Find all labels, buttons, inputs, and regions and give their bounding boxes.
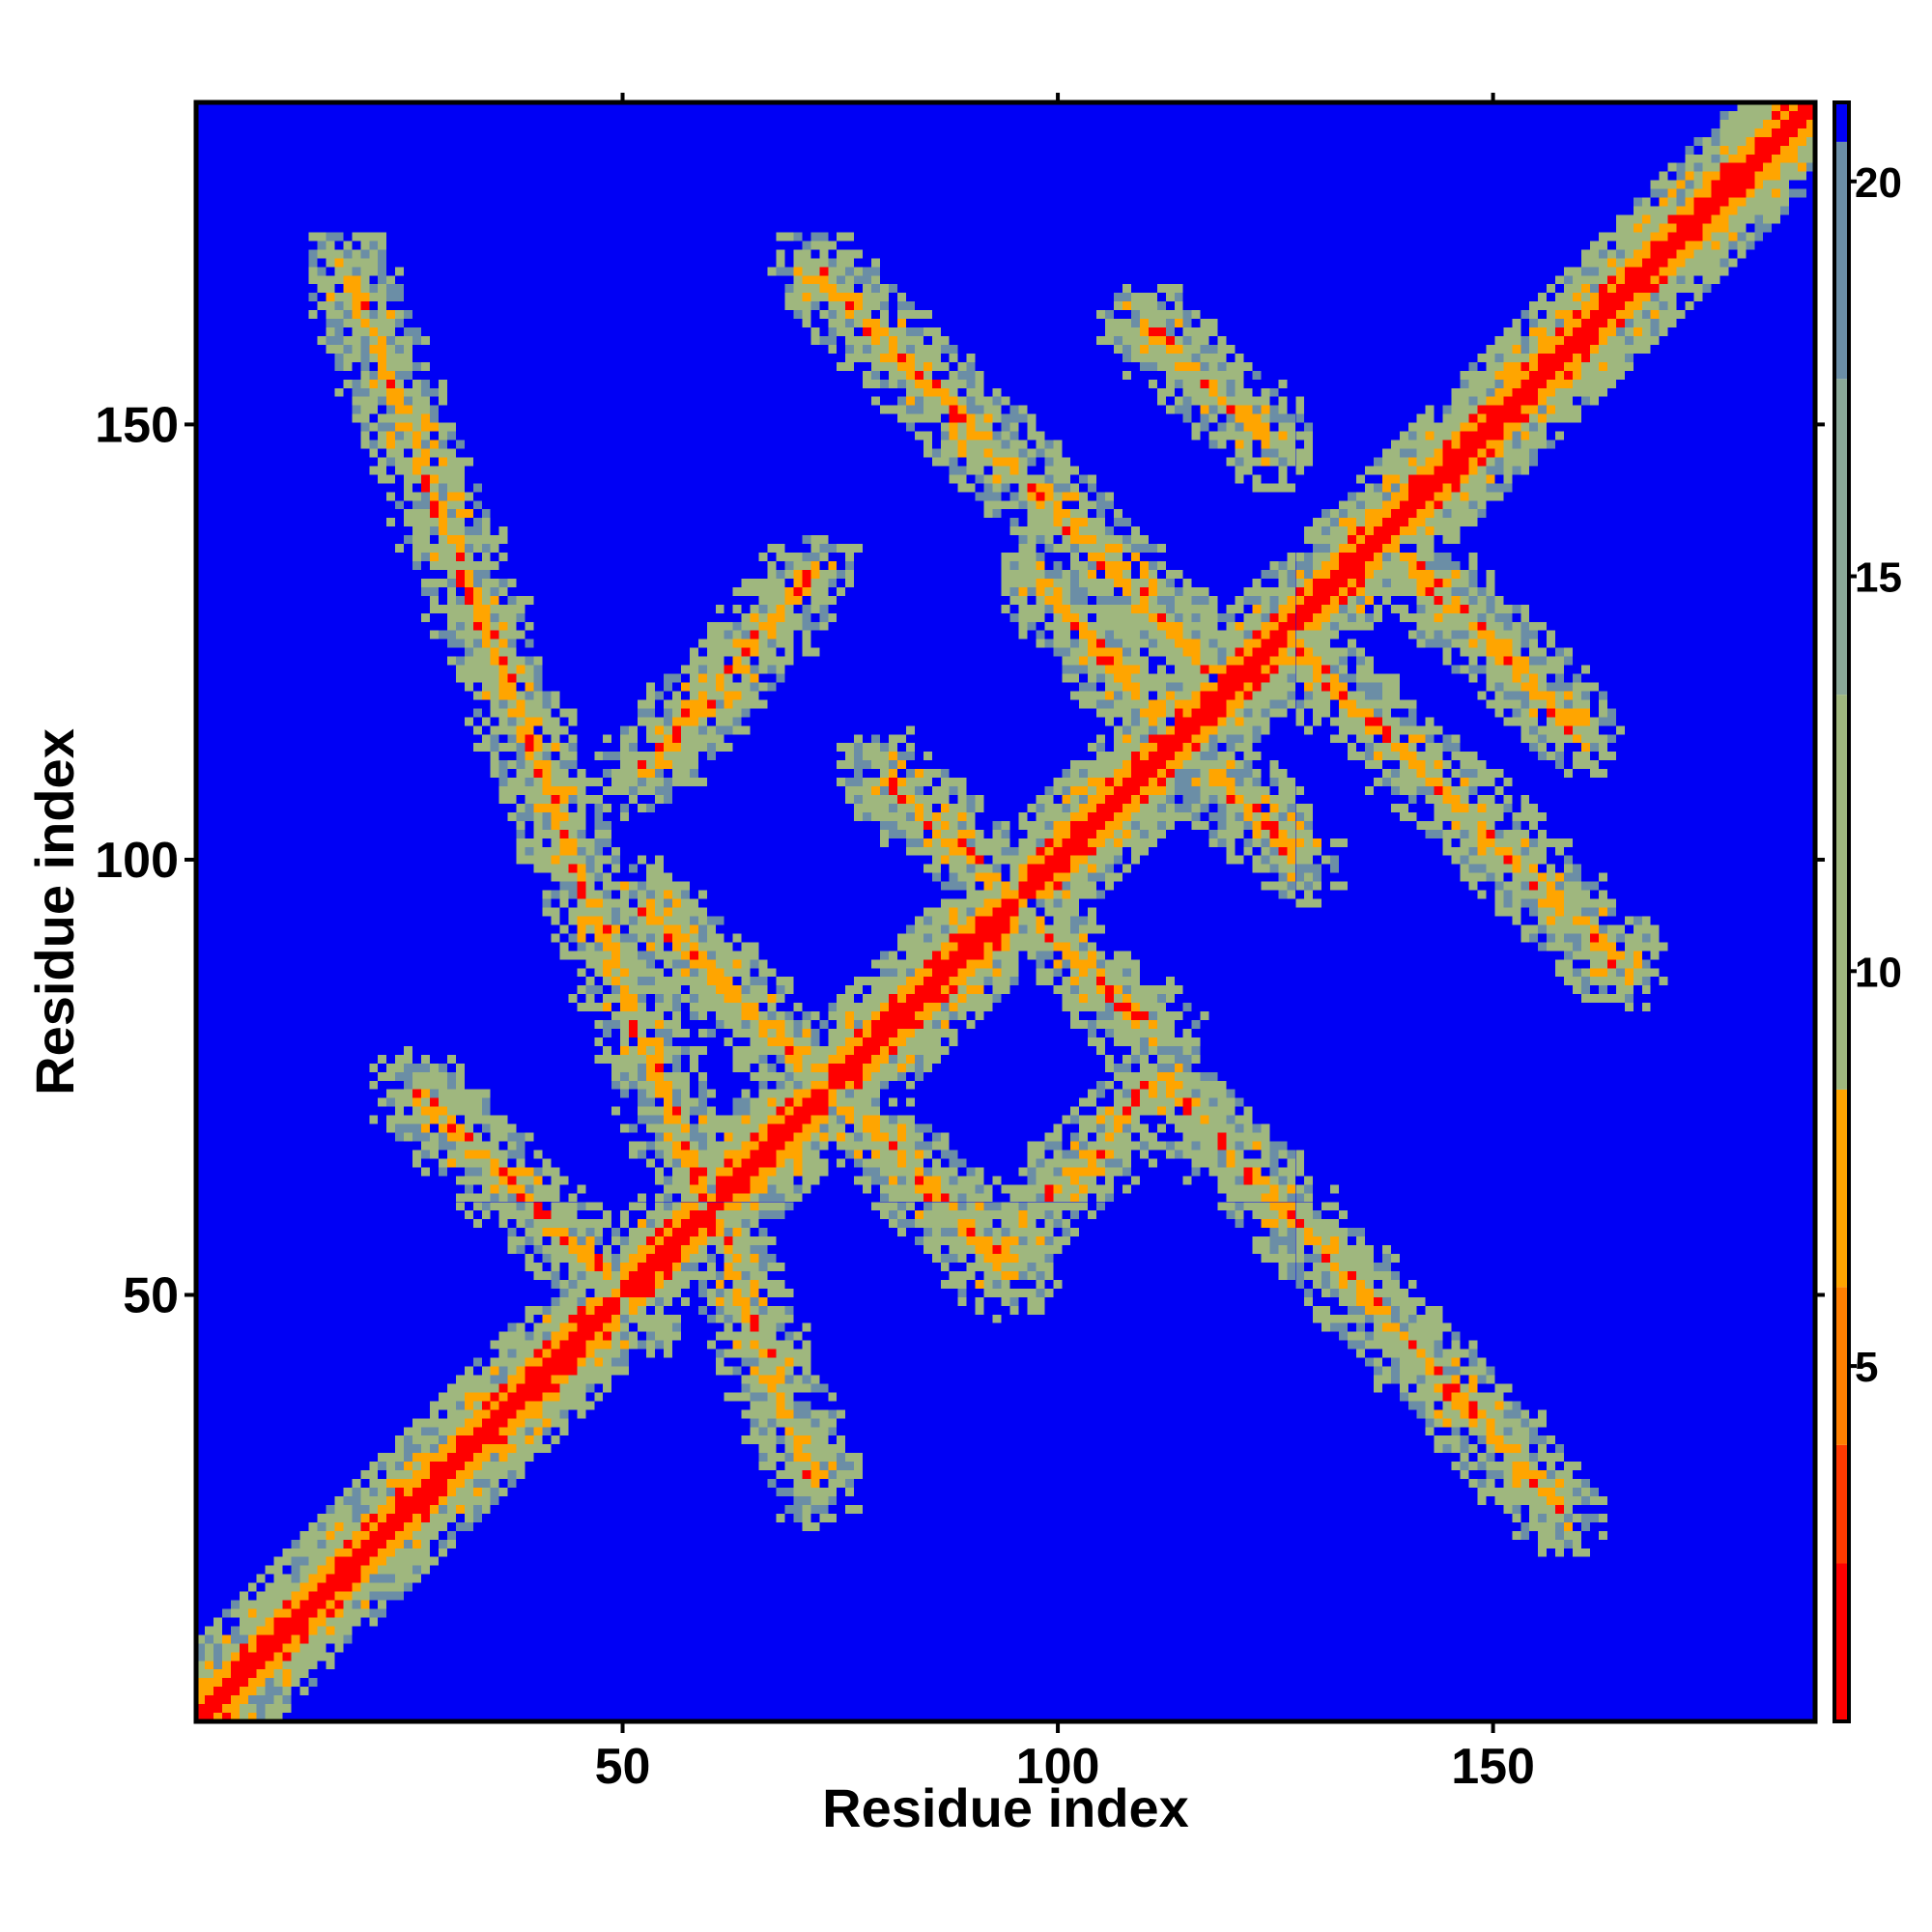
colorbar-segment <box>1834 102 1849 142</box>
colorbar: 5 10 15 20 <box>1833 100 1902 1723</box>
heatmap-cells-very-near <box>196 102 1816 1722</box>
colorbar-tick-label: 15 <box>1855 554 1902 602</box>
y-tick-label: 150 <box>95 397 179 453</box>
y-tick-label: 100 <box>95 833 179 889</box>
colorbar-tick-label: 10 <box>1855 949 1902 996</box>
y-axis-title: Residue index <box>24 728 85 1095</box>
heatmap-cells-mid <box>196 102 1816 1722</box>
plot-frame <box>193 99 1818 1724</box>
colorbar-segment <box>1834 141 1849 380</box>
colorbar-segment <box>1834 1089 1849 1288</box>
colorbar-frame <box>1833 100 1851 1723</box>
colorbar-segment <box>1834 1444 1849 1564</box>
colorbar-segment <box>1834 1287 1849 1445</box>
colorbar-tick-label: 20 <box>1855 159 1902 207</box>
heatmap-cells-far <box>196 110 1816 1722</box>
colorbar-ticks: 5 10 15 20 <box>1849 159 1902 1391</box>
colorbar-segment <box>1834 695 1849 1090</box>
colorbar-segment <box>1834 379 1849 696</box>
heatmap-plot <box>193 99 1818 1724</box>
x-axis: 50 100 150 <box>595 93 1535 1795</box>
colorbar-segment <box>1834 1563 1849 1721</box>
x-tick-label: 150 <box>1451 1739 1535 1795</box>
heatmap-cells <box>196 102 1816 1722</box>
y-axis: 50 100 150 <box>95 397 1825 1323</box>
x-tick-label: 100 <box>1016 1739 1100 1795</box>
colorbar-tick-label: 5 <box>1855 1344 1878 1391</box>
x-axis-title: Residue index <box>822 1777 1189 1838</box>
y-tick-label: 50 <box>123 1267 179 1323</box>
x-tick-label: 50 <box>595 1739 651 1795</box>
colorbar-fill <box>1834 102 1849 1721</box>
